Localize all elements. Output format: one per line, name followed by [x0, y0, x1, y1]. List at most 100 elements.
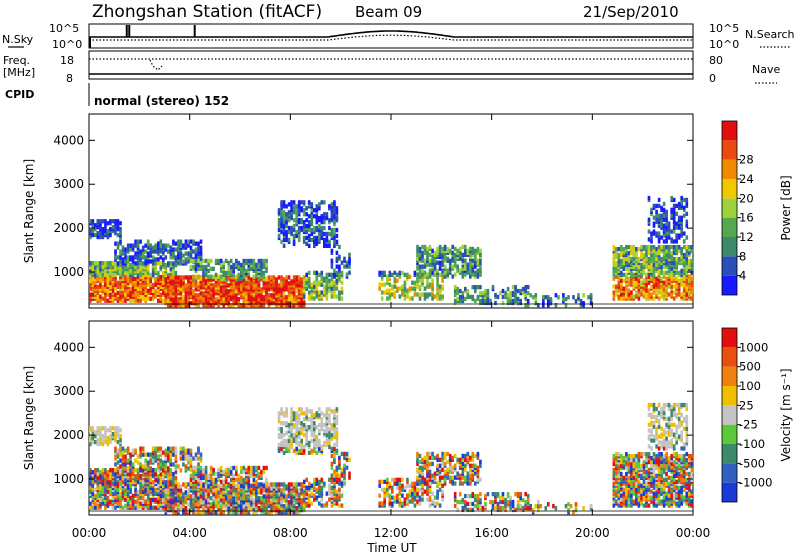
data-cell [526, 285, 530, 290]
data-cell [149, 243, 152, 248]
data-cell [124, 462, 127, 467]
data-cell [99, 474, 102, 479]
data-cell [290, 297, 293, 302]
data-cell [660, 205, 663, 210]
data-cell [187, 460, 190, 465]
data-cell [688, 278, 691, 283]
data-cell [121, 479, 125, 485]
data-cell [267, 293, 271, 298]
data-cell [182, 253, 185, 258]
data-cell [277, 233, 281, 239]
data-cell [242, 465, 246, 471]
data-cell [124, 448, 127, 453]
data-cell [250, 486, 253, 491]
data-cell [111, 225, 115, 230]
data-cell [194, 508, 198, 513]
data-cell [164, 462, 168, 467]
data-cell [109, 292, 112, 297]
data-cell [635, 282, 638, 287]
data-cell [456, 248, 459, 253]
data-cell [426, 292, 429, 297]
data-cell [662, 264, 666, 270]
nsky-line [89, 30, 693, 38]
data-cell [194, 279, 198, 284]
data-cell [104, 468, 107, 473]
data-cell [305, 229, 308, 235]
data-cell [99, 232, 102, 238]
data-cell [131, 267, 135, 272]
data-cell [421, 274, 424, 279]
data-cell [547, 303, 550, 308]
data-cell [121, 270, 125, 276]
data-cell [464, 244, 467, 250]
data-cell [136, 474, 140, 479]
data-cell [169, 482, 173, 487]
data-cell [421, 244, 424, 250]
data-cell [418, 252, 422, 257]
data-cell [240, 262, 243, 268]
data-cell [292, 206, 296, 211]
data-cell [260, 482, 263, 487]
data-cell [313, 225, 316, 231]
data-cell [474, 285, 477, 290]
data-cell [325, 286, 329, 291]
data-cell [159, 450, 163, 455]
data-cell [174, 297, 178, 302]
data-cell [310, 292, 314, 297]
data-cell [169, 275, 173, 280]
data-cell [471, 246, 475, 252]
data-cell [310, 286, 314, 291]
data-cell [474, 248, 477, 253]
data-cell [438, 252, 442, 257]
y-axis-title: Slant Range [km] [22, 159, 36, 263]
data-cell [335, 250, 339, 255]
data-cell [297, 218, 301, 223]
data-cell [524, 285, 527, 290]
data-cell [443, 264, 447, 269]
data-cell [413, 292, 417, 297]
data-cell [292, 200, 296, 205]
data-cell [172, 270, 175, 276]
data-cell [501, 288, 505, 294]
data-cell [192, 471, 195, 477]
data-cell [272, 482, 276, 487]
data-cell [650, 284, 653, 289]
data-cell [474, 264, 477, 269]
data-cell [458, 294, 462, 300]
data-cell [446, 256, 449, 261]
data-cell [229, 285, 233, 290]
data-cell [202, 490, 205, 495]
data-cell [330, 231, 334, 237]
data-cell [338, 254, 341, 259]
data-cell [235, 289, 238, 294]
data-cell [310, 231, 314, 237]
data-cell [670, 284, 673, 289]
data-cell [403, 280, 407, 285]
data-cell [212, 287, 215, 292]
data-cell [126, 255, 130, 260]
data-cell [245, 268, 248, 273]
data-cell [237, 508, 241, 513]
data-cell [114, 426, 117, 431]
data-cell [277, 283, 281, 288]
data-cell [194, 479, 198, 484]
data-cell [509, 290, 512, 296]
data-cell [665, 270, 668, 275]
data-cell [318, 231, 321, 237]
nsky-label: N.Sky [2, 33, 34, 46]
data-cell [680, 215, 683, 220]
data-cell [431, 270, 434, 275]
data-cell [464, 262, 467, 267]
data-cell [217, 504, 220, 509]
data-cell [650, 264, 653, 270]
data-cell [94, 227, 97, 232]
data-cell [91, 491, 95, 496]
colorbar-tick-label: 20 [739, 191, 754, 205]
data-cell [418, 272, 422, 277]
data-cell [270, 482, 273, 487]
data-cell [471, 285, 475, 290]
data-cell [124, 503, 127, 508]
data-cell [461, 244, 465, 250]
data-cell [141, 261, 145, 266]
data-cell [207, 262, 210, 268]
